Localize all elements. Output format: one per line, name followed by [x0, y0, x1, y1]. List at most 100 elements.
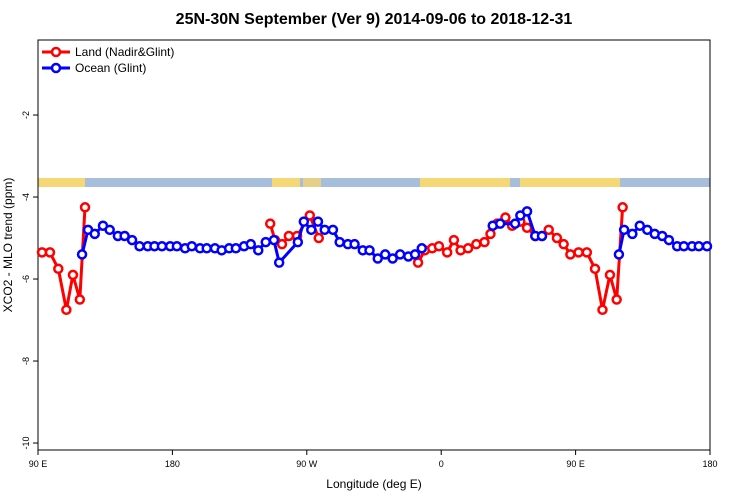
land-strip [272, 178, 300, 187]
x-tick-label: 180 [165, 459, 180, 469]
data-point [201, 243, 212, 254]
land-strip [520, 178, 620, 187]
data-point [693, 240, 705, 252]
data-point [134, 240, 145, 252]
data-point [618, 224, 630, 236]
data-point [521, 222, 533, 234]
y-tick-label: -10 [21, 437, 31, 450]
data-point [89, 228, 100, 240]
data-point [349, 238, 360, 250]
data-point [543, 224, 554, 236]
data-point [565, 249, 576, 260]
data-point [597, 304, 608, 316]
y-tick-label: -4 [21, 193, 31, 201]
data-point [617, 202, 628, 213]
data-point [74, 294, 86, 305]
data-point [604, 269, 616, 281]
data-point [573, 247, 584, 258]
data-point [61, 304, 72, 316]
data-point [558, 238, 569, 250]
data-point [642, 224, 653, 236]
legend-marker [50, 62, 62, 74]
data-point [364, 245, 375, 256]
x-tick-label: 90 W [296, 459, 318, 469]
data-point [44, 247, 56, 258]
data-point [387, 253, 398, 264]
data-point [230, 243, 242, 254]
x-tick-label: 90 E [29, 459, 48, 469]
data-point [53, 263, 64, 275]
data-point [186, 240, 198, 252]
data-point [67, 269, 79, 281]
data-point [292, 236, 304, 248]
y-axis-label: XCO2 - MLO trend (ppm) [1, 178, 15, 313]
data-point [304, 210, 316, 221]
data-point [509, 218, 521, 229]
data-point [589, 263, 601, 275]
land-strip [420, 178, 510, 187]
x-axis-label: Longitude (deg E) [326, 477, 421, 491]
data-point [171, 240, 183, 252]
data-point [462, 243, 474, 254]
data-point [264, 218, 276, 229]
data-point [521, 206, 533, 217]
chart-title: 25N-30N September (Ver 9) 2014-09-06 to … [176, 11, 573, 28]
legend-label: Land (Nadir&Glint) [75, 45, 174, 59]
map-strip [38, 178, 710, 187]
data-point [441, 247, 453, 258]
data-point [298, 216, 310, 227]
x-tick-label: 0 [439, 459, 444, 469]
data-point [433, 240, 445, 252]
data-point [627, 228, 638, 240]
data-point [253, 245, 264, 256]
data-point [283, 230, 295, 242]
data-point [634, 220, 646, 231]
data-point [551, 232, 563, 244]
y-tick-label: -8 [21, 357, 31, 365]
data-point [372, 253, 383, 264]
data-point [536, 230, 548, 242]
data-point [416, 243, 428, 254]
legend-label: Ocean (Glint) [75, 61, 146, 75]
data-point [312, 216, 324, 227]
data-point [412, 257, 424, 268]
data-point [76, 249, 88, 260]
data-point [268, 234, 280, 246]
x-tick-label: 90 E [566, 459, 585, 469]
y-tick-label: -2 [21, 111, 31, 119]
data-point [611, 294, 622, 305]
data-point [613, 249, 625, 260]
data-point [313, 232, 324, 244]
data-point [273, 257, 285, 268]
data-point [156, 240, 168, 252]
data-point [119, 230, 130, 242]
data-point [245, 238, 257, 250]
data-point [581, 247, 593, 258]
data-point [479, 236, 490, 248]
land-strip [38, 178, 85, 187]
data-point [494, 218, 506, 229]
data-point [306, 224, 317, 236]
data-point [79, 202, 91, 213]
data-point [126, 234, 138, 246]
data-point [276, 238, 288, 250]
data-point [260, 236, 271, 248]
land-strip [303, 178, 321, 187]
data-point [409, 249, 421, 260]
data-point [334, 236, 345, 248]
legend-marker [50, 46, 62, 58]
data-point [701, 240, 713, 252]
data-point [678, 240, 690, 252]
y-tick-label: -6 [21, 275, 31, 283]
data-point [379, 249, 391, 260]
data-point [500, 212, 511, 223]
x-tick-label: 180 [702, 459, 717, 469]
data-point [448, 234, 460, 246]
data-point [327, 224, 339, 236]
data-point [319, 224, 330, 236]
data-point [663, 234, 675, 246]
data-point [485, 228, 496, 240]
data-point [104, 224, 115, 236]
